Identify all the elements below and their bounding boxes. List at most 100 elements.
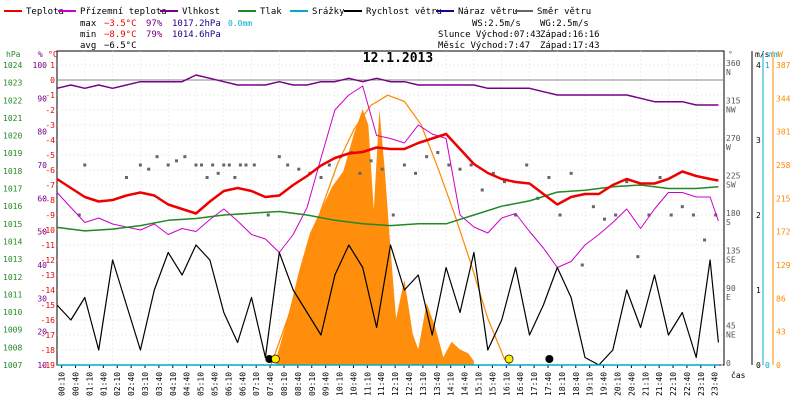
tick-w: 387 [776,61,791,70]
legend-label: Teplota [26,7,64,17]
tick-temp: -7 [45,181,55,190]
tick-time: 04:10 [169,372,178,396]
wind-direction-point [414,171,418,175]
tick-hpa: 1017 [3,185,22,194]
series-line-rychlost-vetru [56,244,719,366]
tick-time: 13:40 [433,372,442,396]
tick-hpa: 1009 [3,326,22,335]
sunset-marker [504,354,514,364]
series [56,74,719,366]
wind-direction-point [558,213,562,217]
tick-w: 43 [776,328,786,337]
tick-time: 15:10 [475,372,484,396]
wind-direction-point [211,163,215,167]
tick-time: 02:10 [113,372,122,396]
tick-pct: 10 [37,361,47,370]
tick-hpa: 1022 [3,96,22,105]
tick-w: 172 [776,228,791,237]
wind-direction-point [166,163,170,167]
tick-dir-name: NE [726,331,736,340]
wind-direction-point [83,163,87,167]
tick-hpa: 1016 [3,202,22,211]
wind-direction-point [155,155,159,159]
wind-direction-point [233,176,237,179]
tick-dir-name: SE [726,256,736,265]
tick-time: 10:10 [336,372,345,396]
tick-time: 06:40 [238,372,247,396]
tick-time: 05:10 [197,372,206,396]
tick-hpa: 1015 [3,220,22,229]
legend-label: Směr větru [537,7,591,17]
legend-label: Rychlost větru [366,7,442,17]
tick-time: 23:40 [711,372,720,396]
wind-direction-point [216,171,220,175]
tick-time: 18:40 [572,372,581,396]
moonrise-marker [265,355,274,363]
tick-pct: 60 [37,194,47,203]
wind-direction-point [591,205,595,209]
wind-direction-point [369,159,373,163]
tick-dir-name: W [726,143,731,152]
axis-unit: % [38,50,43,59]
tick-ms: 2 [756,211,761,220]
stat-value: −6.5°C [104,41,137,51]
tick-temp: -18 [41,346,56,355]
wind-direction-point [491,171,495,175]
tick-time: 00:10 [58,372,67,396]
tick-hpa: 1010 [3,308,22,317]
stat-value: −8.9°C [104,30,137,40]
tick-ms: 4 [756,61,761,70]
tick-temp: -1 [45,91,55,100]
wind-direction-point [227,163,231,167]
sunrise-text: Slunce Východ:07:43 [438,30,541,40]
legend-label: Náraz větru [458,7,518,17]
tick-time: 07:10 [252,372,261,396]
tick-dir: 0 [726,359,731,368]
series-line-prizemni-teplota [56,85,719,268]
wind-direction-point [252,163,256,167]
tick-pct: 40 [37,261,47,270]
tick-time: 14:40 [461,372,470,396]
tick-time: 10:40 [349,372,358,396]
wind-direction-point [124,176,128,179]
tick-hpa: 1020 [3,132,22,141]
axes: hPa% °C ° m/s mm W102410231022102110201019101… [3,50,791,396]
tick-w: 258 [776,161,791,170]
legend: Teplota Přízemní teplota Vlhkost Tlak Srážky… [4,7,591,17]
wind-direction-point [602,217,606,221]
tick-dir-name: S [726,218,731,227]
tick-time: 12:10 [391,372,400,396]
wind-direction-point [147,167,151,171]
tick-time: 12:40 [405,372,414,396]
tick-temp: -8 [45,196,55,205]
wind-direction-point [436,151,440,154]
series-line-teplota [56,132,719,215]
tick-time: 17:40 [544,372,553,396]
wind-direction-point [138,163,142,167]
tick-dir-name: N [726,68,731,77]
tick-time: 23:10 [697,372,706,396]
solar-radiation-area [276,109,474,365]
tick-time: 04:40 [183,372,192,396]
tick-time: 21:40 [655,372,664,396]
tick-mm: 0 [765,361,770,370]
wind-direction-point [205,176,209,179]
axis-unit: mm [769,50,779,59]
tick-time: 07:40 [266,372,275,396]
tick-temp: -2 [45,106,55,115]
tick-time: 08:40 [294,372,303,396]
wind-direction-point [680,205,684,209]
tick-temp: -12 [41,256,56,265]
tick-time: 18:10 [558,372,567,396]
axis-unit: čas [731,370,746,380]
moonset-marker [545,355,554,363]
wind-direction-point [447,163,451,167]
wind-direction-point [714,213,718,217]
stat-value: 0.0mm [228,19,252,28]
stat-label: max [80,19,97,29]
legend-label: Srážky [312,7,345,17]
wind-direction-point [77,213,81,217]
tick-time: 03:40 [155,372,164,396]
tick-w: 301 [776,128,791,137]
tick-w: 86 [776,294,786,303]
